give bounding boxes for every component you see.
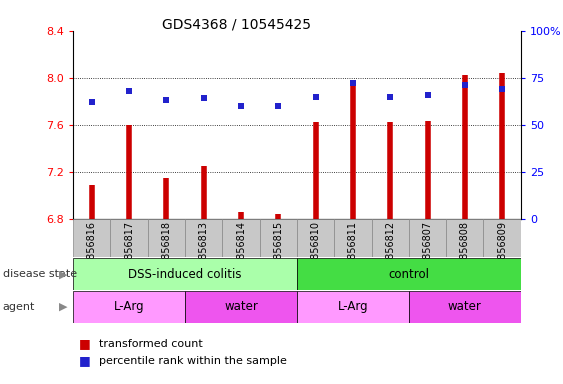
Bar bbox=[222, 219, 260, 257]
Text: ■: ■ bbox=[79, 337, 91, 350]
Text: disease state: disease state bbox=[3, 269, 77, 279]
Text: GSM856807: GSM856807 bbox=[422, 221, 432, 280]
Bar bbox=[409, 291, 521, 323]
Bar bbox=[446, 219, 484, 257]
Bar bbox=[185, 219, 222, 257]
Text: GSM856818: GSM856818 bbox=[162, 221, 172, 280]
Text: ■: ■ bbox=[79, 354, 91, 367]
Text: water: water bbox=[224, 300, 258, 313]
Text: ▶: ▶ bbox=[59, 269, 68, 279]
Text: GSM856812: GSM856812 bbox=[385, 221, 395, 280]
Text: GSM856816: GSM856816 bbox=[87, 221, 97, 280]
Bar bbox=[334, 219, 372, 257]
Text: agent: agent bbox=[3, 302, 35, 312]
Bar bbox=[297, 291, 409, 323]
Bar bbox=[409, 219, 446, 257]
Bar bbox=[73, 258, 297, 290]
Text: percentile rank within the sample: percentile rank within the sample bbox=[99, 356, 287, 366]
Text: DSS-induced colitis: DSS-induced colitis bbox=[128, 268, 242, 281]
Text: GSM856810: GSM856810 bbox=[311, 221, 321, 280]
Bar bbox=[73, 219, 110, 257]
Text: GDS4368 / 10545425: GDS4368 / 10545425 bbox=[162, 17, 311, 31]
Bar bbox=[148, 219, 185, 257]
Bar bbox=[260, 219, 297, 257]
Text: GSM856811: GSM856811 bbox=[348, 221, 358, 280]
Bar bbox=[484, 219, 521, 257]
Bar bbox=[297, 219, 334, 257]
Text: control: control bbox=[388, 268, 430, 281]
Bar bbox=[372, 219, 409, 257]
Text: GSM856817: GSM856817 bbox=[124, 221, 134, 280]
Bar bbox=[73, 291, 185, 323]
Text: L-Arg: L-Arg bbox=[114, 300, 145, 313]
Text: transformed count: transformed count bbox=[99, 339, 202, 349]
Text: water: water bbox=[448, 300, 482, 313]
Text: L-Arg: L-Arg bbox=[338, 300, 368, 313]
Text: GSM856808: GSM856808 bbox=[460, 221, 470, 280]
Bar bbox=[185, 291, 297, 323]
Text: GSM856815: GSM856815 bbox=[273, 221, 283, 280]
Bar bbox=[110, 219, 148, 257]
Text: GSM856809: GSM856809 bbox=[497, 221, 507, 280]
Text: GSM856814: GSM856814 bbox=[236, 221, 246, 280]
Text: GSM856813: GSM856813 bbox=[199, 221, 209, 280]
Text: ▶: ▶ bbox=[59, 302, 68, 312]
Bar bbox=[297, 258, 521, 290]
